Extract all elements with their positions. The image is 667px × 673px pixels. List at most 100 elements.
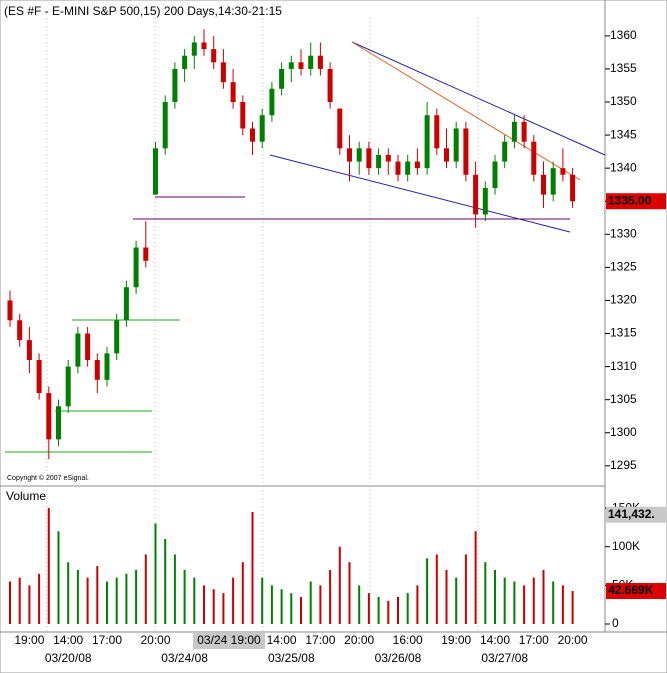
volume-bar <box>300 596 302 624</box>
volume-bar <box>125 573 128 624</box>
volume-high: 141,432. <box>608 507 655 521</box>
candle-body <box>143 247 149 261</box>
candle-body <box>123 287 129 321</box>
volume-bar <box>270 585 273 624</box>
y-tick-label: 1310 <box>610 359 637 373</box>
volume-tick-label: 100K <box>612 539 640 553</box>
x-tick-label: 20:00 <box>344 633 374 647</box>
volume-bar <box>203 585 205 624</box>
candle-body <box>211 49 217 63</box>
candle-body <box>521 121 527 142</box>
candle-body <box>279 68 285 89</box>
date-label: 03/27/08 <box>481 651 528 665</box>
volume-bar <box>106 581 108 624</box>
volume-bar <box>406 593 409 624</box>
volume-bar <box>319 585 322 624</box>
volume-bar <box>464 554 467 624</box>
volume-bar <box>329 569 332 624</box>
candle-body <box>560 168 566 175</box>
volume-bar <box>183 569 186 624</box>
candle-body <box>541 174 546 195</box>
x-tick-label: 14:00 <box>480 633 510 647</box>
volume-bar <box>9 581 11 624</box>
volume-bar <box>67 562 70 624</box>
x-tick-label: 16:00 <box>393 633 423 647</box>
volume-bar <box>338 546 341 624</box>
candle-body <box>7 300 13 321</box>
y-tick-label: 1320 <box>610 293 637 307</box>
last-price-box <box>606 193 666 210</box>
volume-bar <box>426 558 429 624</box>
candle-body <box>250 128 255 142</box>
y-tick-label: 1355 <box>610 61 637 75</box>
x-tick-label: 14:00 <box>53 633 83 647</box>
volume-bar <box>280 589 283 624</box>
volume-bar <box>261 577 264 624</box>
candle-body <box>191 42 197 56</box>
date-label: 03/25/08 <box>268 651 315 665</box>
candle-body <box>385 154 391 162</box>
date-label: 03/20/08 <box>45 651 92 665</box>
x-tick-label: 17:00 <box>92 633 122 647</box>
candle-body <box>317 55 323 69</box>
x-tick-label: 17:00 <box>519 633 549 647</box>
volume-bar <box>18 577 21 624</box>
candle-body <box>366 148 372 169</box>
y-tick-label: 1340 <box>610 160 637 174</box>
y-tick-label: 1345 <box>610 127 637 141</box>
candle-body <box>424 115 430 169</box>
volume-bar <box>435 554 438 624</box>
volume-bar <box>222 593 225 624</box>
y-tick-label: 1330 <box>610 226 637 240</box>
candle-body <box>376 154 382 169</box>
candle-body <box>492 161 498 188</box>
volume-bar <box>28 585 31 624</box>
annotations <box>5 41 606 453</box>
candle-body <box>298 62 304 69</box>
x-tick-label: 14:00 <box>267 633 297 647</box>
candle-body <box>85 333 91 360</box>
volume-bar <box>173 554 176 624</box>
candle-body <box>172 68 178 103</box>
candle-body <box>17 320 23 341</box>
x-tick-label: 20:00 <box>558 633 588 647</box>
candle-body <box>288 62 294 69</box>
volume-bar <box>416 585 419 624</box>
candle-body <box>482 187 488 215</box>
candle-body <box>104 353 110 380</box>
x-tick-label: 19:00 <box>441 633 471 647</box>
candle-body <box>356 148 362 162</box>
chart-title: (ES #F - E-MINI S&P 500,15) 200 Days,14:… <box>4 4 282 18</box>
candle-body <box>502 141 508 162</box>
candle-body <box>511 121 517 142</box>
volume-title: Volume <box>6 489 46 503</box>
candle-body <box>153 148 158 195</box>
volume-bar <box>86 577 89 624</box>
candle-body <box>395 161 401 175</box>
volume-bar <box>387 600 390 624</box>
copyright: Copyright © 2007 eSignal. <box>7 474 89 482</box>
x-tick-label: 17:00 <box>305 633 335 647</box>
volume-bar <box>513 581 516 624</box>
volume-bar <box>290 593 293 624</box>
volume-bar <box>455 577 458 624</box>
volume-bar <box>241 562 244 624</box>
volume-bar <box>474 531 477 624</box>
volume-bar <box>552 581 555 624</box>
candle-body <box>463 128 469 175</box>
candle-body <box>26 340 32 360</box>
volume-bar <box>532 577 535 624</box>
candle-body <box>347 148 352 162</box>
volume-bar <box>367 593 370 624</box>
volume-high-box <box>606 506 666 523</box>
candle-body <box>114 320 120 354</box>
cursor-label-box: 03/24 19:00 <box>193 633 265 649</box>
candle-body <box>570 174 576 202</box>
candle-body <box>230 82 236 103</box>
volume-bar <box>76 569 79 624</box>
candle-body <box>46 393 52 440</box>
volume-bar <box>377 596 380 624</box>
candle-body <box>259 115 265 142</box>
candle-body <box>405 161 411 175</box>
